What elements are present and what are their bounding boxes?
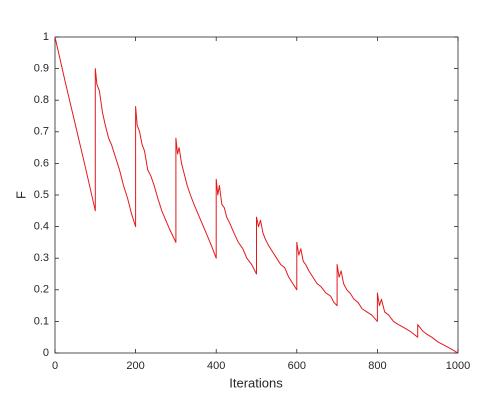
plot-area xyxy=(54,36,459,354)
y-tick-label: 0 xyxy=(43,347,49,359)
y-tick-label: 0.6 xyxy=(34,157,49,169)
x-tick-label: 400 xyxy=(207,360,225,372)
y-tick-label: 1 xyxy=(43,31,49,43)
x-tick-label: 1000 xyxy=(446,360,470,372)
y-tick-label: 0.2 xyxy=(34,284,49,296)
x-axis-label: Iterations xyxy=(229,375,283,390)
y-tick-label: 0.7 xyxy=(34,126,49,138)
line-series xyxy=(54,36,459,354)
x-tick-label: 0 xyxy=(52,360,58,372)
y-tick-label: 0.1 xyxy=(34,315,49,327)
x-tick-label: 800 xyxy=(368,360,386,372)
x-tick-label: 600 xyxy=(288,360,306,372)
x-tick-label: 200 xyxy=(126,360,144,372)
y-tick-label: 0.4 xyxy=(34,221,49,233)
y-tick-label: 0.3 xyxy=(34,252,49,264)
y-tick-label: 0.9 xyxy=(34,63,49,75)
y-axis-label: F xyxy=(13,191,28,199)
y-tick-label: 0.8 xyxy=(34,94,49,106)
y-tick-label: 0.5 xyxy=(34,189,49,201)
